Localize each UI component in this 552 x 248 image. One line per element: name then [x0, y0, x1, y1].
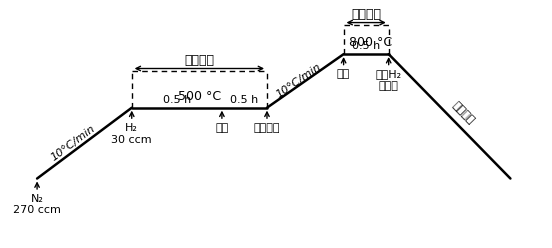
Text: 0.5 h: 0.5 h: [352, 41, 380, 51]
Text: N₂
270 ccm: N₂ 270 ccm: [13, 194, 61, 216]
Text: 10°C/min: 10°C/min: [274, 62, 323, 100]
Text: 第一阶段: 第一阶段: [184, 54, 214, 67]
Text: 800 °C: 800 °C: [349, 36, 392, 49]
Text: 10°C/min: 10°C/min: [49, 124, 97, 163]
Text: 第二阶段: 第二阶段: [351, 8, 381, 21]
Text: 0.5 h: 0.5 h: [230, 95, 258, 105]
Text: 0.5 h: 0.5 h: [163, 95, 191, 105]
Text: 碳源: 碳源: [215, 123, 229, 133]
Text: 碳源: 碳源: [337, 69, 351, 79]
Text: 500 °C: 500 °C: [178, 90, 221, 103]
Text: 停止H₂
和碳源: 停止H₂ 和碳源: [376, 69, 402, 91]
Text: H₂
30 ccm: H₂ 30 ccm: [112, 123, 152, 145]
Text: 停止碳源: 停止碳源: [254, 123, 280, 133]
Text: 自然冷却: 自然冷却: [450, 99, 476, 125]
